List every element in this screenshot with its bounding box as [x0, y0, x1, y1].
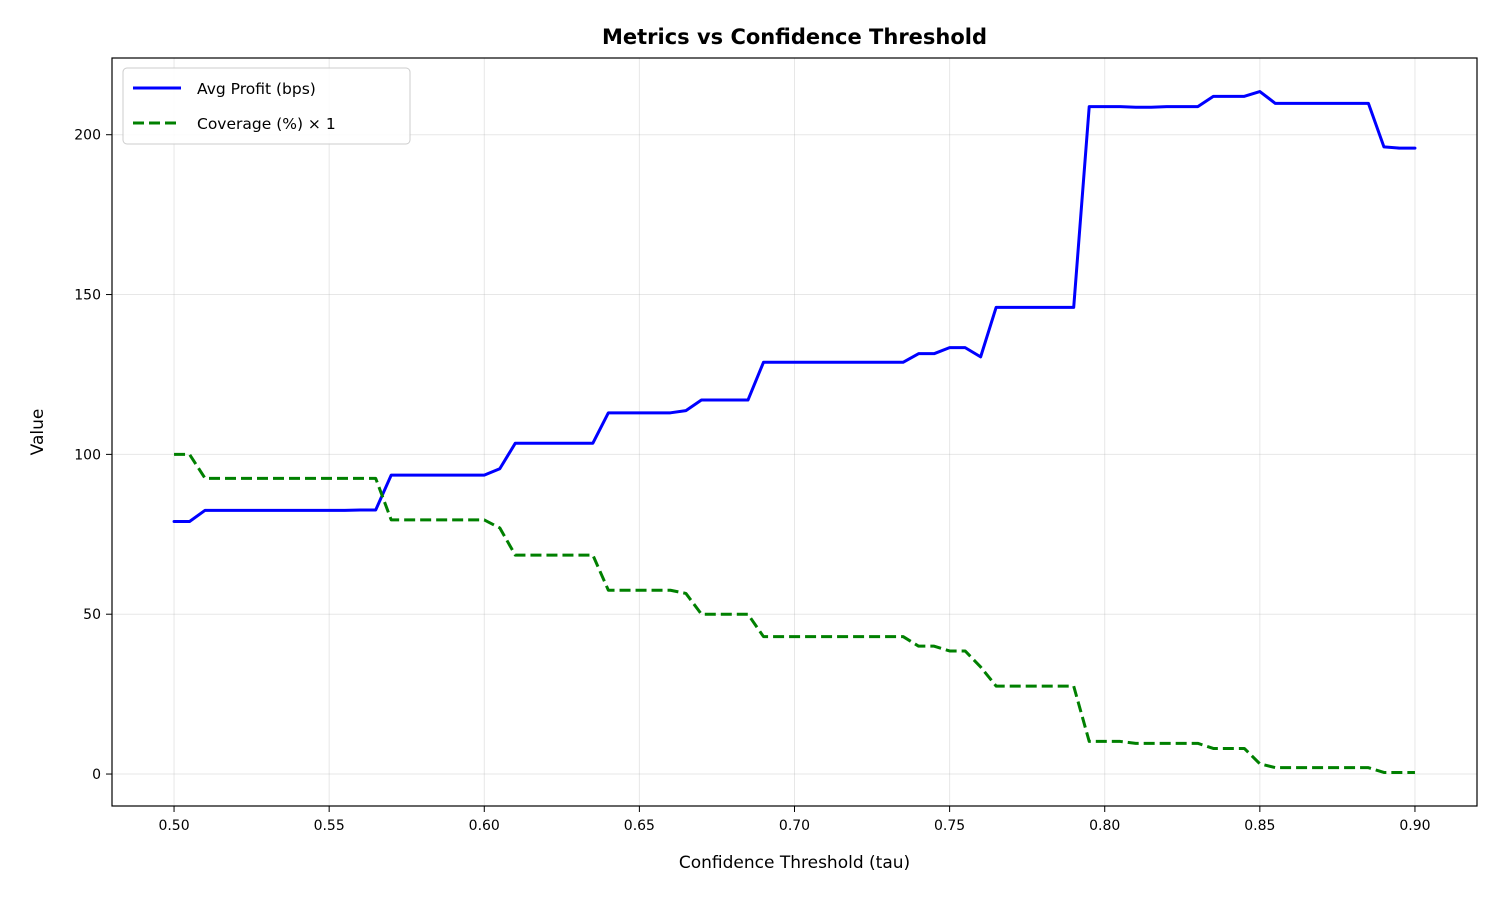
series-layer — [172, 90, 1417, 774]
grid — [112, 58, 1477, 806]
y-tick-label: 150 — [74, 288, 101, 304]
y-tick-label: 0 — [92, 767, 101, 783]
x-tick-label: 0.50 — [158, 818, 189, 834]
x-axis-ticks: 0.50 0.55 0.60 0.65 0.70 0.75 0.80 0.85 0.90 — [158, 806, 1431, 834]
series-line-coverage — [174, 452, 1415, 774]
chart-title: Metrics vs Confidence Threshold — [602, 25, 987, 49]
legend-label-coverage: Coverage (%) × 1 — [197, 115, 336, 133]
x-tick-label: 0.80 — [1089, 818, 1120, 834]
x-tick-label: 0.55 — [314, 818, 345, 834]
y-axis-label: Value — [28, 409, 48, 456]
x-axis-label: Confidence Threshold (tau) — [679, 853, 910, 873]
legend-box — [122, 67, 411, 145]
y-tick-label: 100 — [74, 447, 101, 463]
legend-label-avg-profit: Avg Profit (bps) — [197, 80, 316, 98]
series-line-avg-profit — [172, 90, 1417, 523]
y-axis-ticks: 0 50 100 150 200 — [74, 128, 112, 783]
x-tick-label: 0.90 — [1399, 818, 1430, 834]
x-tick-label: 0.65 — [624, 818, 655, 834]
x-tick-label: 0.75 — [934, 818, 965, 834]
x-tick-label: 0.70 — [779, 818, 810, 834]
legend: Avg Profit (bps) Coverage (%) × 1 — [122, 67, 411, 145]
y-tick-label: 50 — [83, 607, 101, 623]
y-tick-label: 200 — [74, 128, 101, 144]
x-tick-label: 0.60 — [469, 818, 500, 834]
x-tick-label: 0.85 — [1244, 818, 1275, 834]
